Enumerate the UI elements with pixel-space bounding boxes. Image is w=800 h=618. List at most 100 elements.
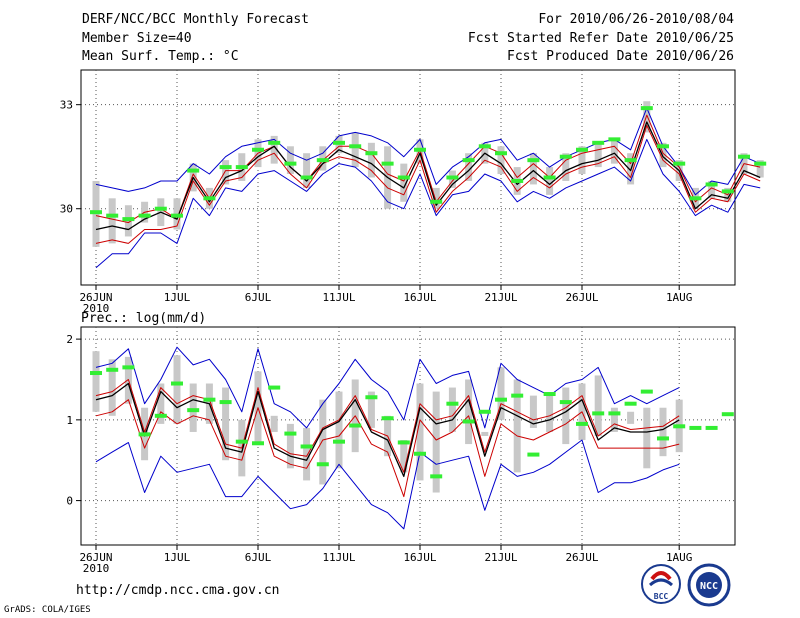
x-tick-label: 11JUL [322,291,355,304]
obs-marker [106,367,119,372]
obs-marker [592,140,605,145]
ensemble-spread-bar [400,163,408,202]
obs-marker [414,147,426,152]
obs-marker [349,423,362,428]
ensemble-spread-bar [189,383,197,432]
ensemble-spread-bar [708,180,716,199]
obs-marker [527,452,540,457]
obs-marker [478,409,491,414]
ensemble-spread-bar [303,153,311,188]
obs-marker [462,158,475,163]
obs-marker [446,175,459,180]
obs-marker [122,365,135,370]
x-tick-label: 16JUL [403,551,436,564]
obs-marker [203,397,216,402]
obs-marker [90,371,102,376]
series-min-line [95,138,761,269]
obs-marker [689,196,702,201]
series-max-line [95,107,761,196]
obs-marker [138,432,151,437]
x-year-label: 2010 [83,562,110,575]
obs-marker [446,401,459,406]
obs-marker [559,154,572,159]
ensemble-spread-bar [270,415,278,432]
ensemble-spread-bar [529,153,537,185]
ensemble-spread-bar [367,391,375,428]
obs-marker [511,393,524,398]
series-min-line [95,439,680,530]
ensemble-spread-bar [92,351,100,412]
obs-marker [576,421,588,426]
obs-marker [495,151,507,156]
series-lower-line [95,399,680,498]
ensemble-spread-bar [108,359,116,416]
obs-marker [592,411,605,416]
ensemble-spread-bar [157,383,165,424]
series-upper-line [95,379,680,473]
obs-marker [268,385,281,390]
ensemble-spread-bar [270,135,278,164]
ensemble-spread-bar [610,139,618,164]
ncc-logo: NCC [687,563,731,607]
obs-marker [381,161,394,166]
ensemble-spread-bar [578,146,586,175]
ensemble-spread-bar [319,399,327,485]
series-max-line [95,346,680,429]
obs-marker [300,175,313,180]
x-tick-label: 1AUG [666,551,693,564]
obs-marker [559,400,572,405]
obs-marker [219,400,232,405]
obs-marker [300,444,313,449]
obs-marker [349,144,362,149]
series-lower-line [95,125,761,244]
obs-marker [511,178,524,183]
forecast-period: For 2010/06/26-2010/08/04 [538,12,734,27]
y-tick-label: 1 [66,414,73,427]
bcc-logo-text: BCC [654,592,669,601]
obs-marker [268,140,281,145]
ensemble-spread-bar [351,132,359,168]
obs-marker [657,436,669,441]
chart-panel-2: 26JUN 1JUL 6JUL 11JUL 16JUL 21JUL 26JUL 1AUG201… [66,311,736,575]
obs-marker [608,137,621,142]
y-tick-label: 30 [60,203,73,216]
ensemble-spread-bar [448,387,456,432]
ensemble-spread-bar [416,383,424,481]
ensemble-spread-bar [497,367,505,420]
fcst-produced-date: Fcst Produced Date 2010/06/26 [507,49,734,64]
series-upper-line [95,114,761,224]
x-tick-label: 1JUL [164,551,191,564]
obs-marker [284,161,297,166]
obs-marker [171,381,183,386]
footer-url[interactable]: http://cmdp.ncc.cma.gov.cn [76,583,280,598]
obs-marker [543,392,556,397]
obs-marker [381,416,394,421]
obs-marker [252,147,264,152]
obs-marker [106,213,119,218]
obs-marker [333,140,345,145]
obs-marker [673,424,686,429]
ensemble-spread-bar [562,387,570,445]
obs-marker [462,419,475,424]
obs-marker [640,389,653,394]
obs-marker [689,425,702,430]
obs-marker [138,213,151,218]
member-size: Member Size=40 [82,31,192,46]
obs-marker [154,413,167,418]
obs-marker [284,431,297,436]
obs-marker [316,462,329,467]
x-tick-label: 21JUL [484,291,517,304]
ensemble-spread-bar [594,142,602,168]
obs-marker [90,210,102,215]
obs-marker [705,182,718,187]
ensemble-spread-bar [432,187,440,209]
x-tick-label: 1AUG [666,291,693,304]
ncc-logo-text: NCC [700,581,718,592]
obs-marker [203,196,216,201]
obs-marker [235,165,248,170]
x-tick-label: 26JUL [565,551,598,564]
obs-marker [430,474,443,479]
ensemble-spread-bar [400,440,408,473]
ensemble-spread-bar [108,198,116,244]
